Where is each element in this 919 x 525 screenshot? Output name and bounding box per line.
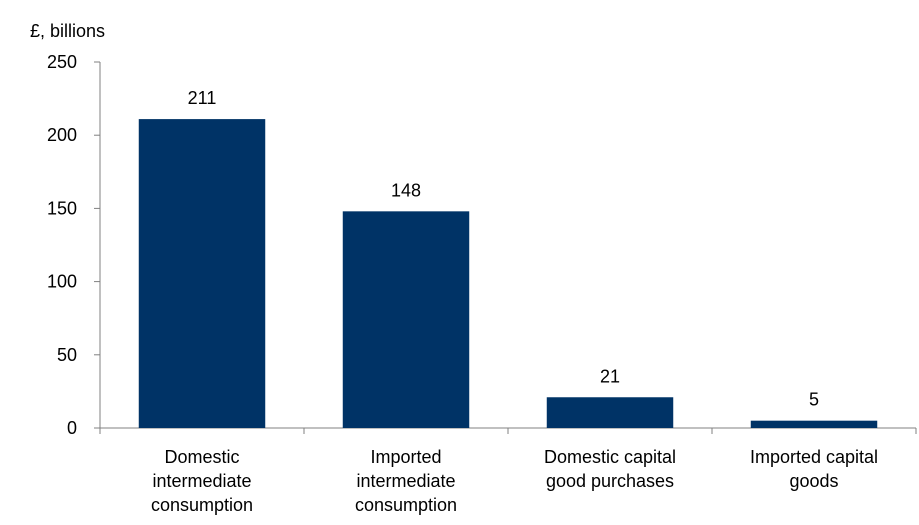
labels: 211 Domestic intermediate consumption 148 Imp…: [151, 88, 878, 515]
unit-label: £, billions: [30, 21, 105, 41]
y-tick-label: 200: [47, 125, 77, 145]
data-label: 148: [391, 180, 421, 200]
y-tick-label: 0: [67, 418, 77, 438]
data-label: 21: [600, 366, 620, 386]
bar: [138, 119, 266, 428]
x-category-label: Domestic: [164, 447, 239, 467]
x-category-label: intermediate: [152, 471, 251, 491]
y-tick-label: 150: [47, 198, 77, 218]
y-tick-label: 250: [47, 52, 77, 72]
x-category-label: consumption: [355, 495, 457, 515]
bar: [546, 397, 674, 428]
y-tick-label: 100: [47, 272, 77, 292]
x-category-label: Imported: [370, 447, 441, 467]
x-category-label: Imported capital: [750, 447, 878, 467]
x-category-label: good purchases: [546, 471, 674, 491]
x-category-label: intermediate: [356, 471, 455, 491]
bars: [138, 119, 878, 428]
data-label: 5: [809, 390, 819, 410]
x-category-label: Domestic capital: [544, 447, 676, 467]
y-tick-label: 50: [57, 345, 77, 365]
x-category-label: goods: [789, 471, 838, 491]
x-category-label: consumption: [151, 495, 253, 515]
data-label: 211: [188, 88, 217, 108]
bar: [342, 211, 470, 428]
bar: [750, 420, 878, 428]
